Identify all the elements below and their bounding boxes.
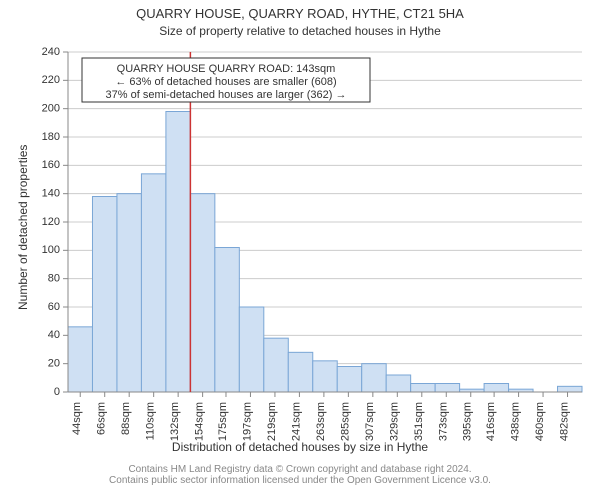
x-tick: 482sqm	[559, 402, 571, 441]
annotation-line1: QUARRY HOUSE QUARRY ROAD: 143sqm	[117, 63, 336, 75]
svg-text:20: 20	[48, 358, 60, 370]
y-tick: 220	[42, 74, 60, 86]
y-tick: 80	[48, 273, 60, 285]
svg-text:40: 40	[48, 329, 60, 341]
histogram-bar	[166, 112, 190, 393]
svg-text:307sqm: 307sqm	[364, 402, 376, 441]
x-tick: 416sqm	[485, 402, 497, 441]
histogram-bar	[190, 194, 214, 392]
x-tick: 44sqm	[71, 402, 83, 435]
svg-text:80: 80	[48, 273, 60, 285]
x-tick: 285sqm	[339, 402, 351, 441]
svg-text:240: 240	[42, 46, 60, 58]
svg-text:175sqm: 175sqm	[217, 402, 229, 441]
y-tick: 0	[54, 386, 60, 398]
y-tick: 240	[42, 46, 60, 58]
histogram-bar	[362, 364, 386, 392]
histogram-bar	[337, 367, 361, 393]
svg-text:460sqm: 460sqm	[534, 402, 546, 441]
svg-text:88sqm: 88sqm	[120, 402, 132, 435]
x-tick: 329sqm	[388, 402, 400, 441]
histogram-bar	[411, 384, 435, 393]
svg-text:160: 160	[42, 159, 60, 171]
x-tick: 307sqm	[364, 402, 376, 441]
x-tick: 395sqm	[462, 402, 474, 441]
chart-svg: 0 20 40 60 80 100 120 140 160 180 200 220 240 44sqm 66…	[0, 0, 600, 500]
y-tick: 180	[42, 131, 60, 143]
histogram-bar	[68, 327, 92, 392]
histogram-bar	[117, 194, 141, 392]
x-tick: 132sqm	[169, 402, 181, 441]
y-tick: 60	[48, 301, 60, 313]
x-tick: 88sqm	[120, 402, 132, 435]
histogram-bar	[386, 375, 410, 392]
svg-text:132sqm: 132sqm	[169, 402, 181, 441]
annotation-line2: ← 63% of detached houses are smaller (60…	[115, 76, 336, 88]
svg-text:180: 180	[42, 131, 60, 143]
x-tick: 241sqm	[290, 402, 302, 441]
histogram-bar	[215, 248, 239, 393]
x-tick: 66sqm	[96, 402, 108, 435]
x-tick: 175sqm	[217, 402, 229, 441]
y-tick: 200	[42, 103, 60, 115]
svg-text:140: 140	[42, 188, 60, 200]
svg-text:241sqm: 241sqm	[290, 402, 302, 441]
y-tick: 140	[42, 188, 60, 200]
y-tick: 160	[42, 159, 60, 171]
svg-text:154sqm: 154sqm	[194, 402, 206, 441]
histogram-bar	[313, 361, 337, 392]
histogram-bar	[288, 352, 312, 392]
histogram-bar	[484, 384, 508, 393]
histogram-bar	[435, 384, 459, 393]
svg-text:373sqm: 373sqm	[437, 402, 449, 441]
x-tick: 110sqm	[145, 402, 157, 440]
svg-text:220: 220	[42, 74, 60, 86]
histogram-bar	[558, 386, 582, 392]
svg-text:351sqm: 351sqm	[413, 402, 425, 441]
svg-text:100: 100	[42, 244, 60, 256]
x-tick: 438sqm	[510, 402, 522, 441]
histogram-bar	[92, 197, 116, 393]
svg-text:482sqm: 482sqm	[559, 402, 571, 441]
chart-container: { "title_main": "QUARRY HOUSE, QUARRY RO…	[0, 0, 600, 500]
svg-text:197sqm: 197sqm	[241, 402, 253, 441]
x-tick: 373sqm	[437, 402, 449, 441]
svg-text:395sqm: 395sqm	[462, 402, 474, 441]
svg-text:110sqm: 110sqm	[145, 402, 157, 440]
x-tick: 154sqm	[194, 402, 206, 441]
x-tick: 219sqm	[266, 402, 278, 441]
x-tick: 197sqm	[241, 402, 253, 441]
svg-text:263sqm: 263sqm	[315, 402, 327, 441]
histogram-bar	[141, 174, 165, 392]
svg-text:219sqm: 219sqm	[266, 402, 278, 441]
y-tick: 120	[42, 216, 60, 228]
svg-text:438sqm: 438sqm	[510, 402, 522, 441]
svg-text:44sqm: 44sqm	[71, 402, 83, 435]
svg-text:0: 0	[54, 386, 60, 398]
x-tick: 263sqm	[315, 402, 327, 441]
svg-text:285sqm: 285sqm	[339, 402, 351, 441]
x-tick: 460sqm	[534, 402, 546, 441]
svg-text:200: 200	[42, 103, 60, 115]
svg-text:329sqm: 329sqm	[388, 402, 400, 441]
y-tick: 100	[42, 244, 60, 256]
svg-text:416sqm: 416sqm	[485, 402, 497, 441]
annotation-line3: 37% of semi-detached houses are larger (…	[106, 89, 347, 101]
svg-text:120: 120	[42, 216, 60, 228]
x-tick: 351sqm	[413, 402, 425, 441]
y-tick: 40	[48, 329, 60, 341]
histogram-bar	[239, 307, 263, 392]
y-tick: 20	[48, 358, 60, 370]
svg-text:60: 60	[48, 301, 60, 313]
svg-text:66sqm: 66sqm	[96, 402, 108, 435]
histogram-bar	[264, 338, 288, 392]
